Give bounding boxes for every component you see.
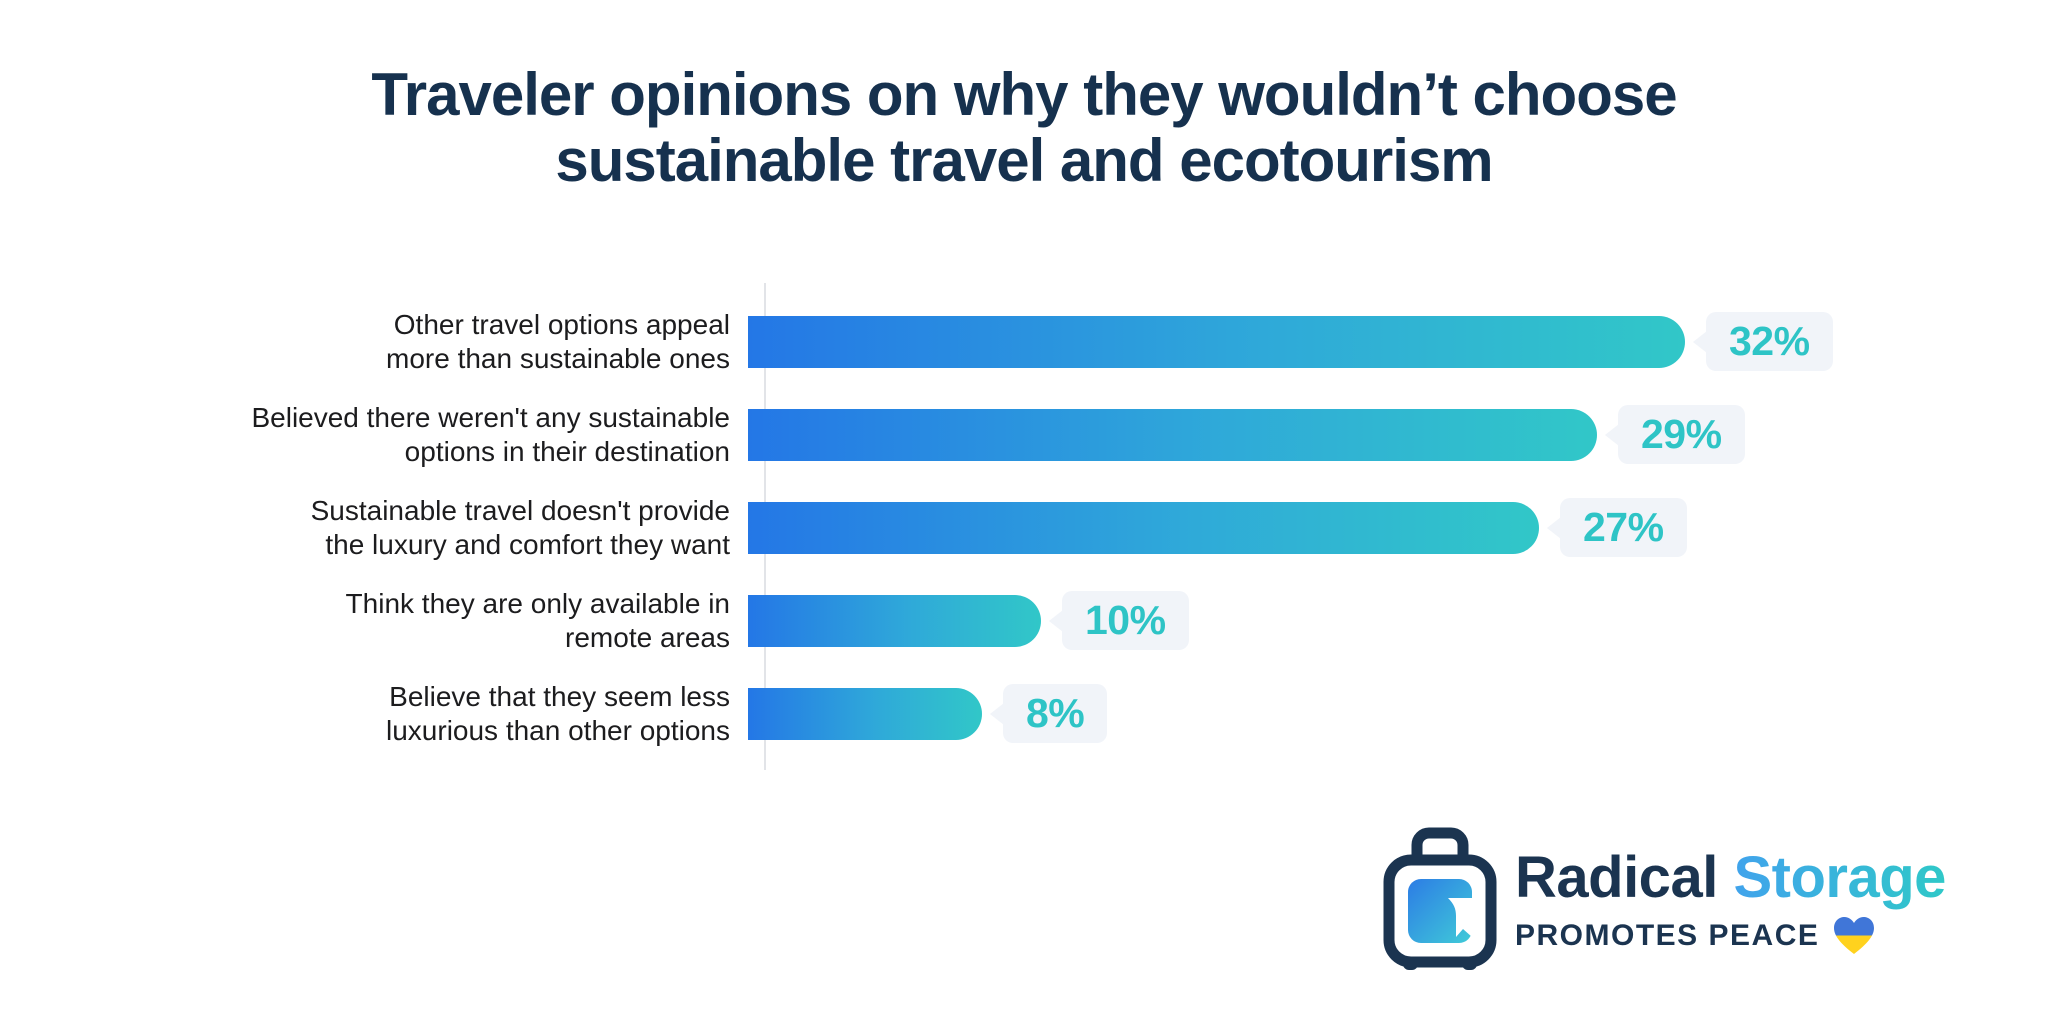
bar-label: Other travel options appeal more than su… xyxy=(386,308,730,374)
bar-label: Believe that they seem less luxurious th… xyxy=(386,680,730,746)
value-bubble-text: 32% xyxy=(1729,318,1810,364)
value-bubble-text: 29% xyxy=(1641,411,1722,457)
bar xyxy=(748,687,982,740)
bar-label: Sustainable travel doesn't provide the l… xyxy=(310,494,730,560)
bar xyxy=(748,501,1539,554)
value-bubble: 29% xyxy=(1618,405,1745,464)
page-title: Traveler opinions on why they wouldn’t c… xyxy=(0,62,2048,194)
ukraine-heart-icon xyxy=(1834,917,1875,954)
value-bubble-text: 10% xyxy=(1085,597,1166,643)
bar xyxy=(748,594,1041,647)
bar-area: 32% xyxy=(748,295,1895,388)
bar-area: 8% xyxy=(748,667,1895,760)
value-bubble: 8% xyxy=(1003,684,1108,743)
bar-area: 29% xyxy=(748,388,1895,481)
bar-row: Believed there weren't any sustainable o… xyxy=(195,388,1895,481)
page-title-line2: sustainable travel and ecotourism xyxy=(555,127,1493,194)
bar-row: Other travel options appeal more than su… xyxy=(195,295,1895,388)
brand-name-storage: Storage xyxy=(1733,845,1946,910)
value-bubble: 10% xyxy=(1062,591,1189,650)
value-bubble: 32% xyxy=(1706,312,1833,371)
bar-label: Believed there weren't any sustainable o… xyxy=(251,401,730,467)
bar-row: Sustainable travel doesn't provide the l… xyxy=(195,481,1895,574)
brand-text: Radical Storage PROMOTES PEACE xyxy=(1515,848,1946,956)
brand-name-radical: Radical xyxy=(1515,845,1718,910)
bar-chart: Other travel options appeal more than su… xyxy=(195,283,1895,770)
bar-label: Think they are only available in remote … xyxy=(345,587,730,653)
bar-row: Believe that they seem less luxurious th… xyxy=(195,667,1895,760)
bar xyxy=(748,315,1685,368)
bar-row: Think they are only available in remote … xyxy=(195,574,1895,667)
bar-area: 27% xyxy=(748,481,1895,574)
brand-logo: Radical Storage PROMOTES PEACE xyxy=(1383,826,1946,973)
bar xyxy=(748,408,1597,461)
tagline-row: PROMOTES PEACE xyxy=(1515,916,1946,956)
brand-name: Radical Storage xyxy=(1515,848,1946,908)
page-title-line1: Traveler opinions on why they wouldn’t c… xyxy=(371,61,1677,128)
value-bubble: 27% xyxy=(1560,498,1687,557)
value-bubble-text: 8% xyxy=(1026,690,1085,736)
bar-area: 10% xyxy=(748,574,1895,667)
brand-tagline: PROMOTES PEACE xyxy=(1515,919,1820,952)
luggage-icon xyxy=(1383,827,1497,970)
value-bubble-text: 27% xyxy=(1583,504,1664,550)
bar-rows: Other travel options appeal more than su… xyxy=(195,295,1895,760)
